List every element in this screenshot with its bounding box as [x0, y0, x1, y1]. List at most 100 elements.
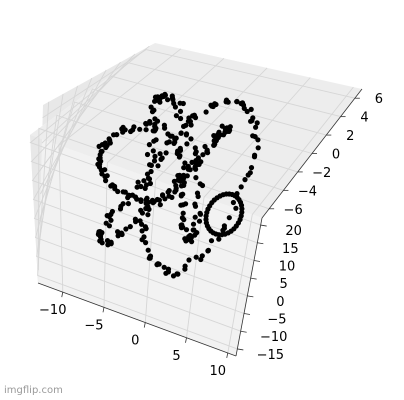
data-point — [143, 240, 149, 246]
x-tick-label: 5 — [172, 349, 180, 364]
data-point — [156, 197, 162, 203]
data-point — [144, 151, 151, 158]
data-point — [195, 193, 201, 200]
data-point — [234, 99, 240, 105]
data-point — [98, 148, 104, 155]
data-point — [171, 178, 177, 184]
data-point — [139, 210, 145, 216]
data-point — [195, 155, 201, 161]
x-tick-mark — [226, 352, 229, 359]
x-tick-mark — [185, 337, 187, 343]
data-point — [143, 127, 149, 133]
grid-line-z — [40, 75, 327, 169]
data-point — [173, 185, 179, 191]
data-point — [180, 191, 186, 197]
x-tick-label: 10 — [209, 364, 226, 379]
data-point — [173, 113, 179, 119]
x-tick-label: 0 — [131, 334, 139, 349]
data-point — [143, 120, 149, 127]
data-point — [118, 230, 125, 236]
data-point — [145, 212, 151, 218]
grid-line-y — [34, 85, 245, 314]
data-point — [165, 189, 171, 195]
data-point — [144, 171, 151, 177]
data-point — [152, 153, 158, 159]
x-tick-mark — [102, 307, 105, 313]
y-tick-label: 10 — [279, 259, 296, 274]
data-point — [192, 214, 198, 220]
data-point — [162, 125, 168, 131]
data-point — [180, 202, 186, 208]
data-point — [211, 133, 217, 139]
y-tick-label: 0 — [276, 295, 284, 310]
data-point — [175, 271, 181, 277]
y-axis-line — [235, 217, 263, 357]
data-point — [224, 125, 230, 131]
data-point — [248, 106, 254, 112]
data-point — [177, 145, 183, 151]
data-point — [145, 204, 151, 210]
data-point — [178, 130, 184, 136]
grid-line-y — [29, 45, 261, 226]
data-point — [198, 256, 204, 263]
data-point — [198, 159, 204, 165]
data-point — [178, 115, 184, 122]
data-point — [248, 118, 254, 124]
data-point — [242, 177, 248, 183]
z-tick-label: 0 — [332, 148, 340, 163]
data-point — [183, 131, 190, 137]
y-tick-mark — [250, 277, 257, 280]
data-point — [96, 156, 102, 162]
data-point — [186, 234, 192, 240]
data-point — [127, 192, 133, 199]
data-point — [162, 196, 168, 202]
data-point — [97, 161, 103, 167]
y-tick-label: 15 — [282, 242, 299, 257]
data-point — [167, 133, 174, 139]
data-point — [253, 124, 259, 130]
x-tick-mark — [61, 292, 64, 298]
data-point — [244, 108, 250, 115]
data-point — [163, 150, 169, 156]
data-point — [248, 165, 255, 171]
data-point — [146, 176, 153, 182]
data-point — [139, 228, 145, 234]
data-point — [117, 206, 124, 212]
data-point — [157, 202, 163, 208]
data-point — [208, 102, 214, 108]
data-point — [138, 198, 144, 204]
data-point — [154, 97, 160, 103]
data-point — [99, 171, 105, 177]
data-point — [150, 148, 156, 154]
y-tick-mark — [257, 242, 264, 245]
data-point — [153, 125, 159, 131]
data-point — [177, 176, 183, 182]
y-tick-label: 5 — [280, 277, 288, 292]
data-point — [141, 178, 147, 184]
data-point — [143, 182, 150, 188]
data-point — [183, 238, 189, 244]
data-point — [222, 129, 228, 135]
data-point — [230, 199, 236, 206]
data-point — [165, 97, 171, 103]
y-tick-mark — [253, 260, 261, 262]
x-tick-label: −5 — [84, 318, 103, 333]
grid-line-x — [144, 67, 268, 323]
data-point — [223, 99, 229, 105]
data-point — [182, 266, 188, 272]
data-point — [181, 123, 187, 129]
z-tick-label: −6 — [284, 203, 303, 218]
x-tick-mark — [143, 322, 146, 328]
data-point — [120, 189, 126, 195]
data-point — [127, 224, 133, 230]
data-point — [103, 178, 109, 184]
data-point — [146, 255, 152, 261]
grid-line-x — [186, 77, 311, 338]
data-point — [184, 173, 190, 179]
data-point — [181, 217, 187, 223]
data-point — [149, 109, 156, 115]
data-point — [142, 224, 148, 230]
data-point — [216, 236, 222, 242]
data-point — [180, 224, 186, 230]
